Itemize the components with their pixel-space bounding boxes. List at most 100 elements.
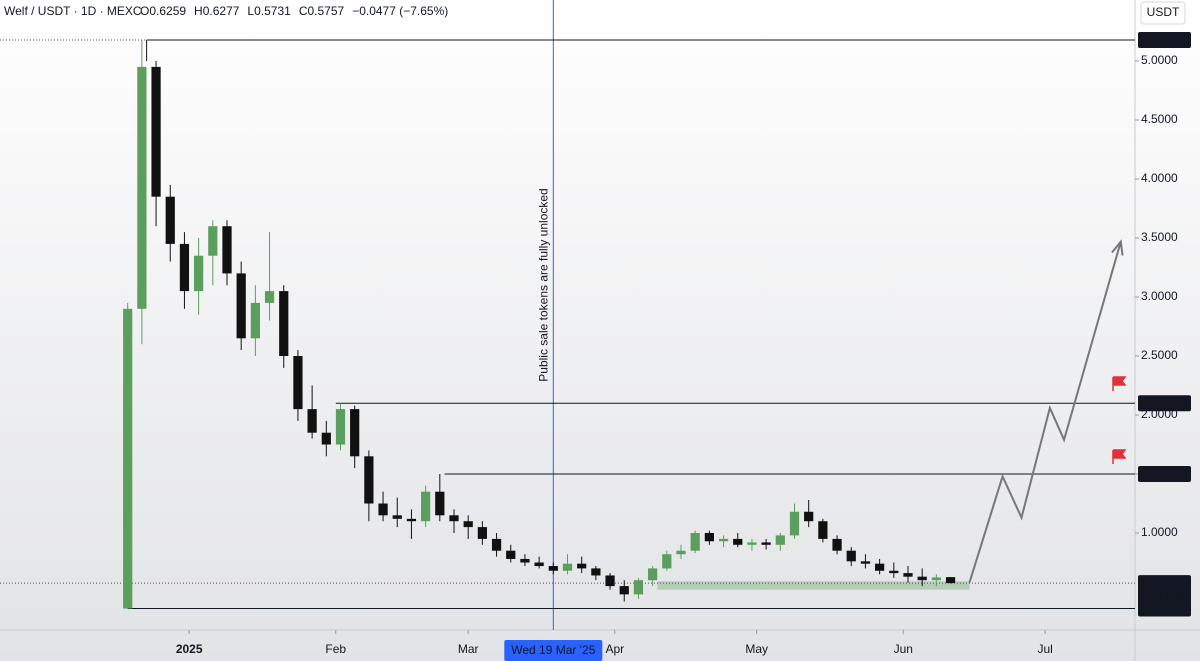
candle-body: [534, 562, 544, 567]
candle-body: [506, 550, 516, 559]
x-tick-label: Feb: [325, 642, 346, 656]
candle-body: [151, 66, 161, 197]
candle-body: [137, 66, 147, 309]
candle-body: [761, 542, 771, 545]
crosshair-label-box: [504, 640, 603, 661]
candle-body: [648, 568, 658, 581]
flag-icon: [1112, 376, 1127, 391]
candle-body: [804, 511, 814, 522]
arrow-head: [1111, 239, 1124, 256]
candle-body: [194, 255, 204, 292]
price-label-box: [1138, 395, 1191, 412]
candle-body: [832, 538, 842, 551]
y-tick-label: 1.0000: [1141, 525, 1178, 539]
candle-body: [179, 243, 190, 292]
candle-body: [789, 511, 800, 536]
projection-path: [968, 241, 1122, 583]
y-tick-label: 3.0000: [1141, 289, 1178, 303]
candle-body: [605, 575, 615, 587]
candle-body: [335, 409, 346, 445]
candle-body: [704, 533, 714, 542]
x-tick-label: May: [745, 642, 768, 656]
y-tick-label: 2.5000: [1141, 348, 1178, 362]
candle-body: [676, 550, 686, 555]
y-tick-label: 4.0000: [1141, 171, 1178, 185]
candle-body: [775, 535, 785, 545]
currency: USDT: [1147, 5, 1180, 19]
symbol: Welf / USDT · 1D · MEXC: [4, 4, 142, 18]
price-label: 2.1000: [1146, 396, 1183, 410]
candle-body: [690, 533, 700, 551]
candle-body: [591, 568, 601, 576]
candle-body: [917, 576, 927, 581]
candle-body: [123, 308, 133, 609]
x-tick-label: Jul: [1037, 642, 1052, 656]
annotation: Public sale tokens are fully unlocked: [536, 188, 550, 381]
y-tick-label: 5.0000: [1141, 53, 1178, 67]
candle-body: [463, 521, 473, 528]
candle-body: [818, 521, 828, 539]
x-tick-label: 2025: [176, 642, 203, 656]
candle-body: [903, 573, 913, 577]
plot-area: [0, 0, 1135, 630]
candle-body: [733, 538, 743, 545]
candle-body: [633, 580, 644, 595]
candle-body: [279, 291, 289, 357]
candle-body: [222, 226, 232, 274]
candle-body: [846, 550, 856, 562]
candle-body: [392, 515, 402, 519]
candle-body: [236, 273, 246, 339]
y-tick-label: 3.5000: [1141, 230, 1178, 244]
ohlc-value: −0.0477 (−7.65%): [352, 4, 448, 18]
candle-body: [548, 566, 558, 571]
x-tick-label: Apr: [605, 642, 624, 656]
candle-body: [875, 563, 885, 571]
candle-body: [931, 577, 941, 581]
candle-body: [307, 409, 317, 433]
candle-body: [747, 542, 757, 545]
x-tick-label: Jun: [894, 642, 913, 656]
candle-body: [250, 302, 260, 339]
currency-box: [1140, 1, 1186, 25]
candle-body: [449, 515, 459, 522]
price-label-box: [1138, 466, 1191, 483]
candle-body: [491, 538, 502, 551]
flag-icon: [1112, 449, 1127, 464]
ohlc-value: L0.5731: [247, 4, 291, 18]
candle-body: [364, 456, 374, 504]
candle-body: [860, 561, 871, 564]
y-tick-label: 4.5000: [1141, 112, 1178, 126]
ohlc-readout: O0.6259 H0.6277 L0.5731 C0.5757 −0.0477 (−7.…: [140, 4, 448, 18]
countdown: 07:11:32: [1141, 589, 1187, 603]
candle-body: [619, 586, 629, 595]
candle-body: [378, 503, 388, 516]
ohlc-value: O0.6259: [140, 4, 186, 18]
candle-body: [406, 518, 417, 522]
candle-body: [165, 196, 175, 244]
price-label-box: [1138, 32, 1191, 49]
candle-body: [293, 356, 303, 410]
candle-body: [662, 554, 672, 569]
candle-body: [321, 432, 331, 445]
candle-body: [889, 570, 899, 574]
candle-body: [562, 563, 573, 571]
ohlc-value: C0.5757: [299, 4, 345, 18]
candle-body: [477, 527, 487, 539]
candle-body: [264, 291, 275, 303]
candle-body: [945, 577, 956, 584]
x-tick-label: Mar: [458, 642, 479, 656]
candle-body: [577, 563, 587, 569]
ohlc-value: H0.6277: [194, 4, 240, 18]
last-price-box: [1138, 575, 1191, 606]
candle-body: [421, 491, 431, 522]
price-label: 5.1778: [1146, 33, 1183, 47]
support-zone: [657, 581, 970, 590]
candle-body: [350, 409, 360, 457]
candle-body: [718, 538, 729, 542]
candle-body: [520, 558, 530, 563]
candle-body: [208, 226, 218, 256]
last-price-label: 0.5757: [1146, 576, 1183, 590]
price-label: 1.5000: [1146, 467, 1183, 481]
